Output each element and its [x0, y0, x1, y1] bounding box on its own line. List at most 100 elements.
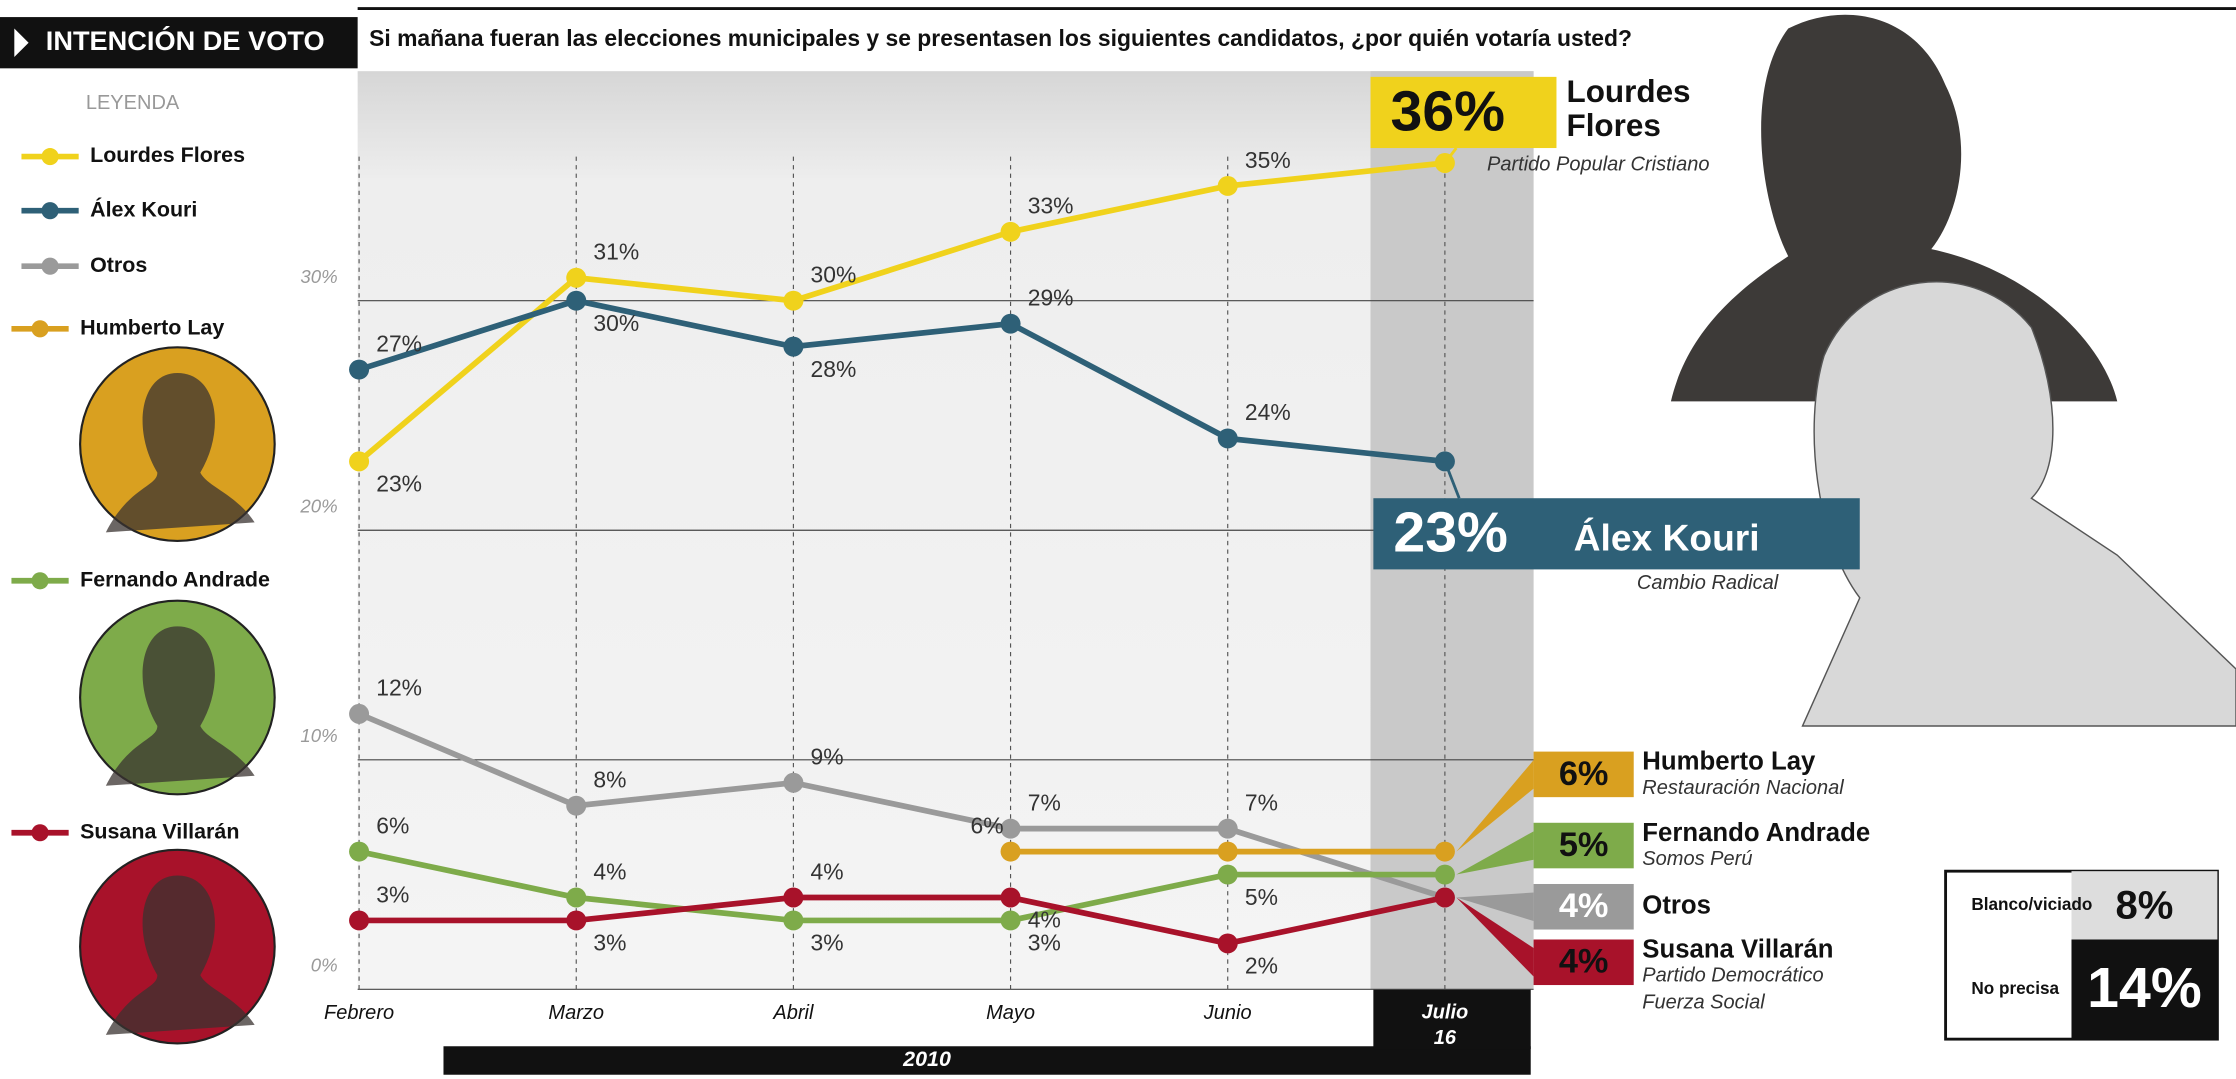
- y-tick-label: 10%: [300, 725, 337, 746]
- year: 2010: [902, 1047, 951, 1071]
- data-point: [566, 910, 586, 930]
- data-point: [349, 704, 369, 724]
- legend-dot: [31, 824, 48, 841]
- data-point: [1001, 888, 1021, 908]
- y-tick-label: 20%: [299, 495, 337, 516]
- legend-label: Otros: [90, 253, 147, 277]
- data-label: 23%: [376, 471, 422, 497]
- data-label: 35%: [1245, 147, 1291, 173]
- data-label: 24%: [1245, 399, 1291, 425]
- data-point: [566, 888, 586, 908]
- data-point: [783, 910, 803, 930]
- y-tick-label: 0%: [311, 954, 338, 975]
- extra-label: Blanco/viciado: [1971, 895, 2092, 914]
- x-tick-label: Febrero: [324, 1002, 394, 1024]
- year-bar: [443, 1046, 1530, 1074]
- data-label: 7%: [1245, 790, 1278, 816]
- data-label: 27%: [376, 330, 422, 356]
- party: Somos Perú: [1642, 848, 1752, 870]
- header-title: INTENCIÓN DE VOTO: [46, 25, 325, 56]
- data-label: 30%: [811, 262, 857, 288]
- data-point: [566, 268, 586, 288]
- data-label: 3%: [1028, 930, 1061, 956]
- data-point: [566, 291, 586, 311]
- data-point: [1435, 842, 1455, 862]
- legend-title: LEYENDA: [86, 92, 180, 114]
- data-label: 12%: [376, 675, 422, 701]
- data-label: 2%: [1245, 953, 1278, 979]
- data-point: [1001, 842, 1021, 862]
- data-label: 29%: [1028, 285, 1074, 311]
- data-label: 9%: [811, 744, 844, 770]
- callout-name: Fernando Andrade: [1642, 819, 1870, 847]
- data-label: 6%: [376, 812, 409, 838]
- party: Partido Popular Cristiano: [1487, 153, 1710, 175]
- data-point: [1218, 842, 1238, 862]
- callout-name: LourdesFlores: [1566, 74, 1690, 143]
- data-point: [1435, 865, 1455, 885]
- photo-kouri: [1803, 282, 2236, 726]
- legend-dot: [31, 572, 48, 589]
- infographic: INTENCIÓN DE VOTO Si mañana fueran las e…: [0, 0, 2236, 1079]
- data-label: 6%: [971, 812, 1004, 838]
- data-label: 4%: [1028, 907, 1061, 933]
- callout-name: Susana Villarán: [1642, 936, 1833, 964]
- data-label: 31%: [593, 239, 639, 265]
- data-point: [783, 291, 803, 311]
- data-point: [1218, 428, 1238, 448]
- extra-value: 8%: [2116, 884, 2174, 928]
- party: Restauración Nacional: [1642, 777, 1844, 799]
- data-label: 4%: [811, 858, 844, 884]
- callout-value: 6%: [1559, 755, 1609, 793]
- x-tick-label: Marzo: [548, 1002, 604, 1024]
- data-point: [1218, 819, 1238, 839]
- data-point: [783, 773, 803, 793]
- data-point: [349, 451, 369, 471]
- extra-label: No precisa: [1971, 979, 2059, 998]
- legend-label: Fernando Andrade: [80, 567, 270, 591]
- callout-value: 5%: [1559, 826, 1609, 864]
- data-point: [349, 842, 369, 862]
- legend-label: Susana Villarán: [80, 819, 239, 843]
- x-tick-label: Abril: [772, 1002, 814, 1024]
- legend-dot: [31, 320, 48, 337]
- data-label: 7%: [1028, 790, 1061, 816]
- callout-value: 23%: [1393, 501, 1508, 565]
- callout-name: Álex Kouri: [1574, 517, 1760, 559]
- y-tick-label: 30%: [300, 266, 337, 287]
- callout-value: 36%: [1391, 79, 1506, 143]
- data-point: [349, 360, 369, 380]
- data-point: [1001, 910, 1021, 930]
- extra-value: 14%: [2087, 956, 2202, 1020]
- data-label: 5%: [1245, 884, 1278, 910]
- data-point: [1001, 222, 1021, 242]
- legend-label: Lourdes Flores: [90, 143, 245, 167]
- data-point: [1218, 933, 1238, 953]
- legend-dot: [41, 258, 58, 275]
- x-tick-label: Junio: [1203, 1002, 1252, 1024]
- data-label: 28%: [811, 356, 857, 382]
- legend-dot: [41, 202, 58, 219]
- legend-label: Álex Kouri: [90, 196, 197, 221]
- callout-name: Otros: [1642, 892, 1711, 920]
- data-label: 3%: [593, 930, 626, 956]
- x-tick-label: Mayo: [986, 1002, 1035, 1024]
- data-label: 4%: [593, 858, 626, 884]
- data-point: [783, 337, 803, 357]
- question: Si mañana fueran las elecciones municipa…: [369, 25, 1632, 51]
- data-label: 3%: [811, 930, 844, 956]
- data-label: 8%: [593, 767, 626, 793]
- data-point: [783, 888, 803, 908]
- data-label: 33%: [1028, 193, 1074, 219]
- data-point: [349, 910, 369, 930]
- party: Cambio Radical: [1637, 572, 1779, 594]
- data-label: 30%: [593, 310, 639, 336]
- legend-dot: [41, 148, 58, 165]
- data-point: [1218, 865, 1238, 885]
- callout-name: Humberto Lay: [1642, 748, 1816, 776]
- data-point: [1001, 314, 1021, 334]
- data-point: [566, 796, 586, 816]
- legend-label: Humberto Lay: [80, 316, 224, 340]
- callout-value: 4%: [1559, 887, 1609, 925]
- data-point: [1435, 888, 1455, 908]
